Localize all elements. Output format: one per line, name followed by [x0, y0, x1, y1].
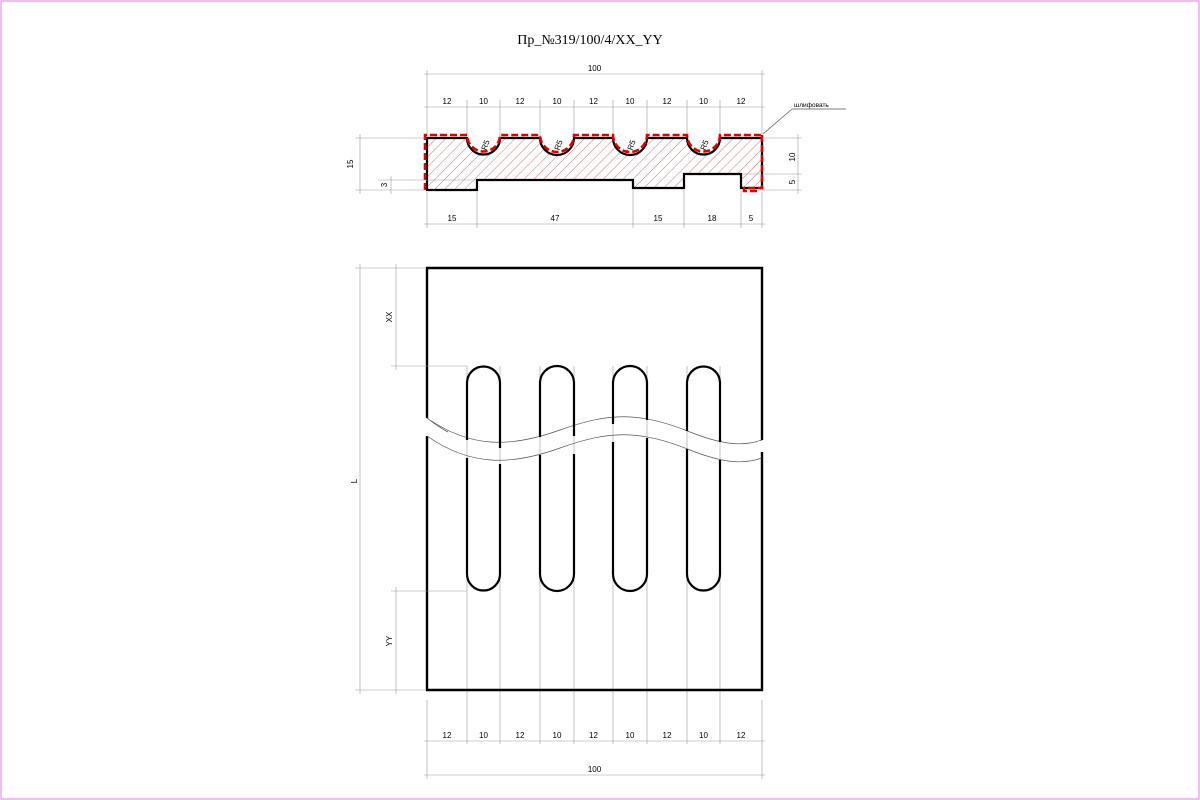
top-segment-5: 12 — [589, 97, 598, 106]
radius-label-4: R5 — [699, 138, 711, 151]
slot-4-upper — [685, 365, 722, 442]
right-upper-label: 10 — [788, 152, 797, 161]
board-outline-lower — [425, 436, 764, 692]
slot-2-lower — [538, 454, 576, 593]
radius-label-2: R5 — [553, 138, 565, 151]
top-segment-dimensions: 12 10 12 10 12 10 12 10 12 — [424, 97, 765, 136]
yy-label: YY — [385, 635, 394, 646]
plan-bottom-dimensions: 12 10 12 10 12 10 12 10 12 100 — [424, 700, 765, 779]
slot-extension-lines — [466, 366, 721, 744]
left-step-label: 3 — [380, 182, 389, 187]
slot-3-lower — [611, 438, 649, 593]
top-segment-8: 10 — [699, 97, 708, 106]
left-height-label: 15 — [346, 159, 355, 168]
plan-segment-9: 12 — [737, 731, 746, 740]
slot-3-upper — [611, 364, 649, 424]
top-segment-4: 10 — [553, 97, 562, 106]
slot-1-lower — [465, 458, 502, 592]
plan-segment-8: 10 — [699, 731, 708, 740]
slot-2-upper — [538, 364, 576, 437]
radius-label-3: R5 — [626, 138, 638, 151]
bottom-section-dimensions: 15 47 15 18 5 — [424, 190, 765, 228]
plan-segment-7: 12 — [663, 731, 672, 740]
profile-contour — [425, 136, 764, 192]
plan-segment-3: 12 — [516, 731, 525, 740]
bottom-section-1: 15 — [448, 214, 457, 223]
plan-segment-5: 12 — [589, 731, 598, 740]
top-segment-2: 10 — [479, 97, 488, 106]
plan-left-dimensions: L XX YY — [350, 264, 467, 694]
top-segment-3: 12 — [516, 97, 525, 106]
sanding-note: шлифовать — [762, 102, 846, 135]
break-gap-left — [423, 419, 431, 436]
plan-segment-6: 10 — [626, 731, 635, 740]
sanding-note-label: шлифовать — [794, 102, 829, 109]
cross-section: 100 12 10 12 10 12 10 12 10 12 — [346, 64, 846, 228]
bottom-section-3: 15 — [654, 214, 663, 223]
radius-label-1: R5 — [480, 138, 492, 151]
top-segment-7: 12 — [663, 97, 672, 106]
top-total-dimension: 100 — [424, 64, 765, 136]
break-line-lower — [426, 434, 763, 463]
plan-segment-1: 12 — [443, 731, 452, 740]
right-height-dimensions: 10 5 — [742, 134, 802, 194]
plan-view: L XX YY 12 10 12 10 12 10 12 10 12 100 — [350, 264, 766, 779]
break-gap-right — [758, 441, 766, 452]
xx-label: XX — [385, 311, 394, 322]
plan-segment-2: 10 — [479, 731, 488, 740]
bottom-section-5: 5 — [749, 214, 754, 223]
bottom-section-4: 18 — [708, 214, 717, 223]
bottom-section-2: 47 — [551, 214, 560, 223]
sanding-line — [423, 133, 764, 193]
slot-1-upper — [465, 365, 502, 448]
right-lower-label: 5 — [788, 179, 797, 184]
top-segment-1: 12 — [443, 97, 452, 106]
plan-total-label: 100 — [588, 765, 602, 774]
plan-segment-4: 10 — [553, 731, 562, 740]
top-segment-9: 12 — [737, 97, 746, 106]
left-height-dimensions: 15 3 — [346, 134, 475, 194]
break-line-upper — [426, 416, 763, 445]
top-total-label: 100 — [588, 64, 602, 73]
slot-4-lower — [685, 449, 722, 592]
drawing-title: Пр_№319/100/4/XX_YY — [517, 33, 663, 48]
length-label: L — [350, 478, 359, 483]
top-segment-6: 10 — [626, 97, 635, 106]
break-line-left-cap — [426, 417, 449, 433]
board-outline-upper — [425, 266, 764, 440]
